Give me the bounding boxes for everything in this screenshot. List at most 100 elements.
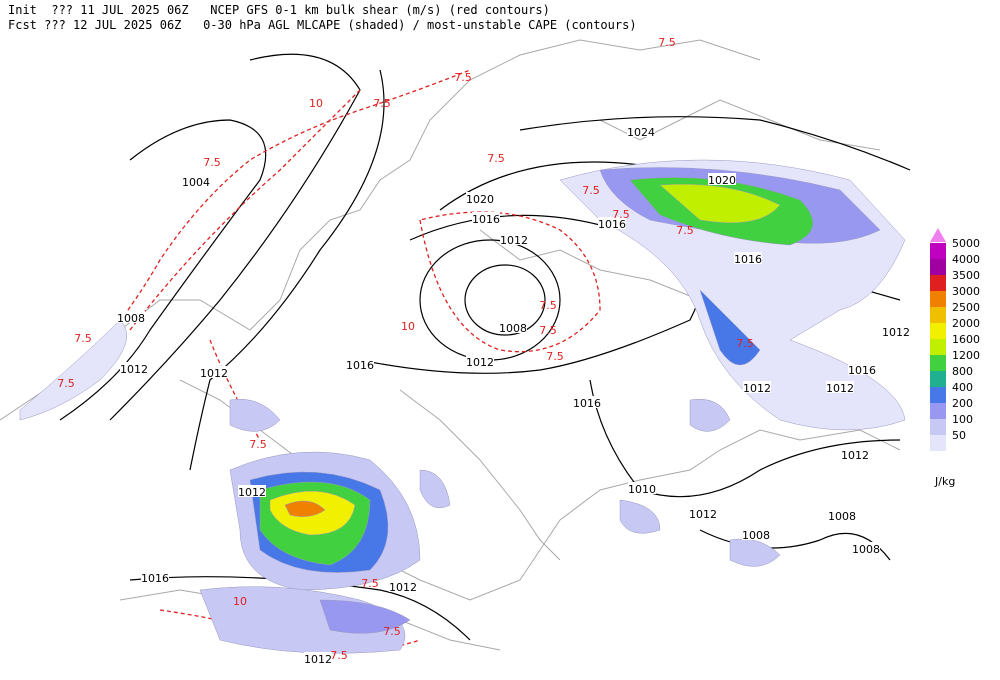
header-line: Init ??? 11 JUL 2025 06Z NCEP GFS 0-1 km…	[8, 3, 550, 17]
isobar-label: 1020	[466, 193, 494, 206]
legend-label: 1600	[952, 333, 980, 346]
legend-label: 50	[952, 429, 966, 442]
isobar-label: 1016	[598, 218, 626, 231]
legend-swatch	[930, 419, 946, 435]
isobar-label-bg	[304, 652, 332, 664]
legend-label: 100	[952, 413, 973, 426]
isobar-label: 1012	[238, 486, 266, 499]
shear-label: 7.5	[330, 649, 348, 662]
isobar-label-bg	[466, 192, 494, 204]
legend-swatch	[930, 275, 946, 291]
isobar-label: 1012	[304, 653, 332, 666]
isobar-label: 1012	[882, 326, 910, 339]
cape-area	[419, 469, 451, 509]
isobar-label-bg	[743, 381, 771, 393]
shear-label: 7.5	[487, 152, 505, 165]
isobar-label-bg	[120, 362, 148, 374]
isobar-label: 1012	[500, 234, 528, 247]
legend-swatch	[930, 291, 946, 307]
legend-label: 800	[952, 365, 973, 378]
isobar-label-bg	[117, 311, 145, 323]
isobar-label-bg	[500, 233, 528, 245]
shear-label: 7.5	[676, 224, 694, 237]
legend-label: 3500	[952, 269, 980, 282]
shear-label: 10	[233, 595, 247, 608]
shear-label: 7.5	[203, 156, 221, 169]
isobar-label: 1004	[182, 176, 210, 189]
isobar-label-bg	[499, 321, 527, 333]
cape-area	[284, 500, 326, 517]
isobar-label: 1012	[120, 363, 148, 376]
legend-swatch	[930, 339, 946, 355]
isobar-label: 1012	[841, 449, 869, 462]
shear-label: 7.5	[736, 337, 754, 350]
legend-swatch	[930, 435, 946, 451]
isobar-label: 1016	[734, 253, 762, 266]
isobar-label-bg	[472, 212, 500, 224]
legend-arrow	[930, 228, 946, 242]
shear-label: 10	[401, 320, 415, 333]
isobar-label-bg	[346, 358, 374, 370]
isobar-label-bg	[841, 448, 869, 460]
cape-area	[19, 319, 127, 421]
legend-swatch	[930, 323, 946, 339]
isobar-label: 1008	[852, 543, 880, 556]
isobar-label: 1012	[826, 382, 854, 395]
legend: 5000 4000 3500 3000 2500 2000 1600 1200 800 400 20…	[930, 228, 980, 451]
legend-label: 400	[952, 381, 973, 394]
isobar-label-bg	[238, 485, 266, 497]
isobar-label-bg	[734, 252, 762, 264]
shear-label: 7.5	[373, 97, 391, 110]
isobar-label-bg	[742, 528, 770, 540]
isobar-label-bg	[848, 363, 876, 375]
shear-label: 7.5	[658, 36, 676, 49]
isobar-label: 1012	[743, 382, 771, 395]
isobar-label: 1016	[346, 359, 374, 372]
isobar-label: 1016	[472, 213, 500, 226]
cape-area	[659, 183, 781, 224]
isobar-label-bg	[182, 175, 210, 187]
legend-label: 2500	[952, 301, 980, 314]
isobar-label: 1008	[742, 529, 770, 542]
shear-label: 7.5	[539, 324, 557, 337]
isobar-label-bg	[828, 509, 856, 521]
shear-label: 10	[309, 97, 323, 110]
legend-swatch	[930, 387, 946, 403]
legend-swatch	[930, 243, 946, 259]
isobar-label: 1008	[117, 312, 145, 325]
legend-label: 3000	[952, 285, 980, 298]
isobar-label: 1012	[689, 508, 717, 521]
legend-label: 4000	[952, 253, 980, 266]
legend-swatch	[930, 403, 946, 419]
isobar-label-bg	[708, 173, 736, 185]
legend-swatch	[930, 259, 946, 275]
isobar-label-bg	[689, 507, 717, 519]
shear-label: 7.5	[383, 625, 401, 638]
cape-area	[689, 398, 731, 432]
isobar-label-bg	[826, 381, 854, 393]
shear-label: 7.5	[74, 332, 92, 345]
isobar-label: 1024	[627, 126, 655, 139]
legend-swatch	[930, 355, 946, 371]
isobar-label: 1012	[200, 367, 228, 380]
legend-label: 5000	[952, 237, 980, 250]
shear-label: 7.5	[582, 184, 600, 197]
isobar-label: 1010	[628, 483, 656, 496]
isobar-label-bg	[573, 396, 601, 408]
legend-units: J/kg	[934, 475, 955, 488]
legend-swatch	[930, 371, 946, 387]
legend-label: 1200	[952, 349, 980, 362]
isobar-label-bg	[200, 366, 228, 378]
isobar-label-bg	[852, 542, 880, 554]
shear-label: 7.5	[546, 350, 564, 363]
shear-label: 7.5	[539, 299, 557, 312]
shear-label: 7.5	[361, 577, 379, 590]
isobar-label-bg	[389, 580, 417, 592]
shear-label: 7.5	[57, 377, 75, 390]
isobar-label: 1008	[499, 322, 527, 335]
isobar-label: 1008	[828, 510, 856, 523]
shear-label: 7.5	[249, 438, 267, 451]
legend-label: 200	[952, 397, 973, 410]
isobar-label: 1016	[573, 397, 601, 410]
